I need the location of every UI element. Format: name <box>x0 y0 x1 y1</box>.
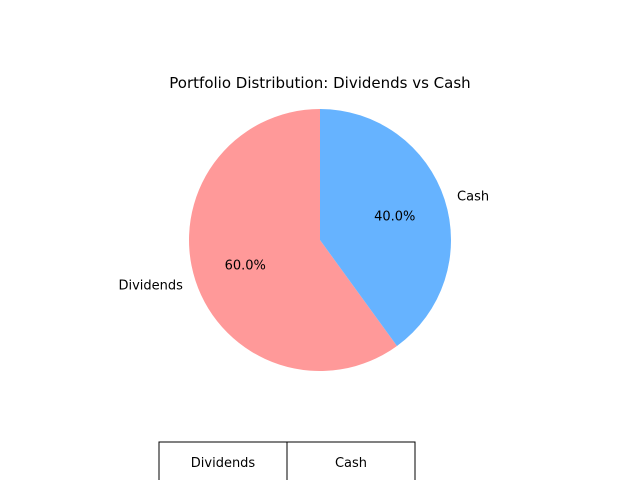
slice-pct-dividends: 60.0% <box>225 258 266 273</box>
slice-label-cash: Cash <box>457 189 489 204</box>
chart-title: Portfolio Distribution: Dividends vs Cas… <box>169 74 470 92</box>
data-table: Dividends Cash <box>159 442 415 480</box>
table-header-cash: Cash <box>335 456 367 471</box>
table-header-dividends: Dividends <box>191 456 256 471</box>
slice-label-dividends: Dividends <box>118 279 183 294</box>
pie-slices <box>189 109 451 371</box>
slice-pct-cash: 40.0% <box>374 210 415 225</box>
